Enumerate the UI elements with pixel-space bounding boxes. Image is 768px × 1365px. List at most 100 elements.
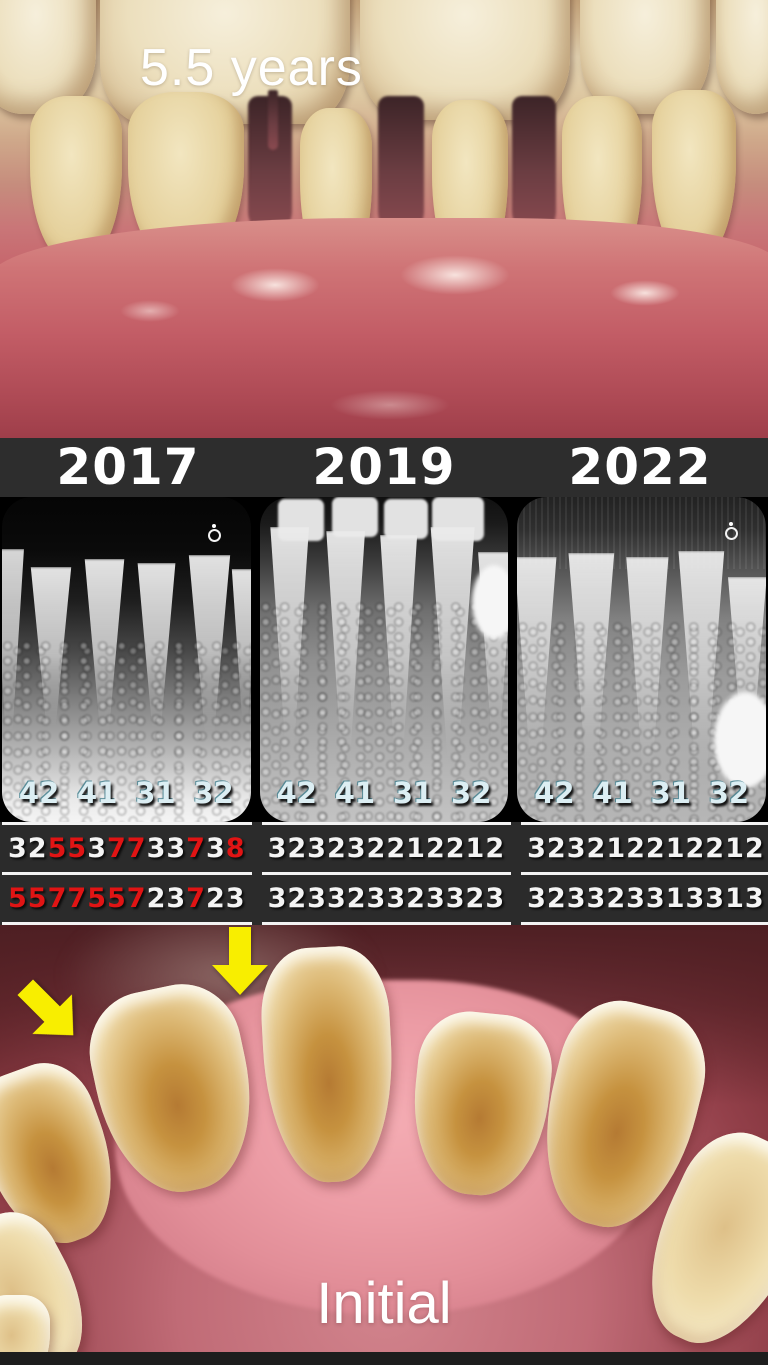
probing-depth-digit: 2 bbox=[425, 833, 446, 864]
probing-depth-value: 212 bbox=[386, 833, 445, 864]
probing-depth-digit: 1 bbox=[665, 883, 686, 914]
probing-depth-digit: 2 bbox=[366, 833, 387, 864]
probing-depth-digit: 5 bbox=[106, 883, 127, 914]
radiograph-2022: 42 41 31 32 bbox=[517, 497, 767, 822]
xray-orientation-icon bbox=[207, 524, 221, 542]
probing-depth-digit: 2 bbox=[546, 883, 567, 914]
probing-depth-digit: 3 bbox=[566, 883, 587, 914]
bottom-border-bar bbox=[0, 1352, 768, 1365]
probing-column-2019: 323 232 212 212 323 323 323 323 bbox=[261, 822, 512, 925]
probing-depth-digit: 2 bbox=[445, 833, 466, 864]
probing-depth-digit: 3 bbox=[87, 833, 107, 864]
arrow-head bbox=[212, 965, 268, 995]
tooth-number-label: 42 bbox=[18, 776, 60, 810]
gingiva bbox=[0, 218, 768, 438]
probing-depth-digit: 3 bbox=[205, 833, 226, 864]
probing-depth-digit: 7 bbox=[126, 883, 147, 914]
probing-depth-digit: 3 bbox=[307, 833, 327, 864]
upper-tooth-shape bbox=[0, 0, 96, 114]
year-cell: 2019 bbox=[256, 438, 512, 497]
radiograph-row: 42 41 31 32 42 41 31 32 42 41 31 32 bbox=[0, 497, 768, 822]
probing-depth-digit: 3 bbox=[267, 833, 288, 864]
probing-depth-digit: 1 bbox=[665, 833, 686, 864]
probing-depth-digit: 1 bbox=[725, 883, 745, 914]
row-divider bbox=[261, 872, 512, 875]
probing-depth-value: 212 bbox=[646, 833, 705, 864]
probing-depth-value: 212 bbox=[705, 833, 764, 864]
interdental-gap bbox=[268, 90, 278, 150]
initial-caption: Initial bbox=[316, 1271, 452, 1336]
probing-depth-digit: 3 bbox=[425, 883, 446, 914]
probing-depth-value: 313 bbox=[646, 883, 705, 914]
probing-column-2022: 323 212 212 212 323 323 313 313 bbox=[521, 822, 768, 925]
probing-depth-digit: 3 bbox=[626, 883, 646, 914]
tooth-number-label: 32 bbox=[193, 776, 234, 810]
probing-depth-value: 537 bbox=[67, 833, 126, 864]
probing-depth-digit: 7 bbox=[47, 883, 68, 914]
probing-depth-digit: 3 bbox=[166, 833, 187, 864]
tooth-number-label: 31 bbox=[135, 776, 176, 810]
gum-highlight bbox=[230, 268, 320, 302]
year-label-2022: 2022 bbox=[568, 438, 712, 496]
probing-depth-digit: 2 bbox=[326, 833, 347, 864]
probing-depth-digit: 2 bbox=[485, 833, 506, 864]
gum-highlight bbox=[610, 280, 680, 306]
tooth-number-label: 41 bbox=[77, 776, 118, 810]
probing-depth-digit: 5 bbox=[87, 883, 107, 914]
probing-depth-value: 323 bbox=[268, 883, 327, 914]
probing-depth-digit: 7 bbox=[106, 833, 127, 864]
probing-depth-digit: 2 bbox=[287, 833, 308, 864]
probing-row-2: 323 323 313 313 bbox=[521, 875, 768, 922]
probing-depth-digit: 1 bbox=[406, 833, 426, 864]
probing-depth-digit: 2 bbox=[287, 883, 308, 914]
tooth-number-label: 31 bbox=[392, 776, 434, 810]
probing-depth-digit: 1 bbox=[465, 833, 486, 864]
probing-depth-digit: 3 bbox=[566, 833, 587, 864]
probing-row-1: 325 537 733 738 bbox=[2, 825, 252, 872]
probing-row-2: 323 323 323 323 bbox=[262, 875, 512, 922]
probing-depth-digit: 2 bbox=[465, 883, 486, 914]
probing-depth-digit: 1 bbox=[725, 833, 745, 864]
tooth-crown-shape bbox=[331, 497, 378, 537]
probing-depth-digit: 2 bbox=[406, 883, 426, 914]
probing-depth-value: 323 bbox=[527, 883, 586, 914]
radiograph-2017: 42 41 31 32 bbox=[2, 497, 251, 822]
probing-column-2017: 325 537 733 738 557 755 723 723 bbox=[2, 822, 252, 925]
upper-tooth-shape bbox=[716, 0, 768, 114]
tooth-number-label: 42 bbox=[276, 776, 317, 810]
probing-depth-digit: 5 bbox=[67, 833, 88, 864]
probing-depth-value: 723 bbox=[127, 883, 186, 914]
probing-depth-table: 325 537 733 738 557 755 723 723 323 232 212 212 3… bbox=[0, 822, 768, 925]
probing-depth-value: 723 bbox=[186, 883, 245, 914]
probing-depth-digit: 2 bbox=[685, 833, 706, 864]
probing-depth-digit: 7 bbox=[67, 883, 88, 914]
probing-depth-digit: 3 bbox=[366, 883, 387, 914]
probing-depth-digit: 2 bbox=[27, 833, 48, 864]
probing-depth-value: 323 bbox=[527, 833, 586, 864]
tooth-number-label: 31 bbox=[650, 776, 691, 810]
probing-depth-digit: 3 bbox=[166, 883, 187, 914]
tooth-shape-corner bbox=[0, 1295, 50, 1352]
probing-depth-digit: 3 bbox=[326, 883, 347, 914]
probing-depth-digit: 3 bbox=[586, 883, 607, 914]
radiograph-2019: 42 41 31 32 bbox=[259, 497, 509, 822]
probing-depth-digit: 3 bbox=[445, 883, 466, 914]
row-divider bbox=[2, 872, 252, 875]
probing-depth-value: 557 bbox=[8, 883, 67, 914]
probing-depth-value: 323 bbox=[587, 883, 646, 914]
probing-depth-digit: 3 bbox=[744, 883, 765, 914]
probing-depth-value: 323 bbox=[386, 883, 445, 914]
probing-depth-digit: 2 bbox=[645, 833, 666, 864]
probing-depth-value: 323 bbox=[446, 883, 505, 914]
gum-highlight bbox=[120, 300, 180, 322]
arrow-shaft bbox=[229, 927, 251, 967]
probing-depth-digit: 2 bbox=[386, 833, 407, 864]
probing-depth-value: 738 bbox=[186, 833, 245, 864]
probing-depth-digit: 3 bbox=[527, 833, 547, 864]
probing-depth-digit: 3 bbox=[386, 883, 407, 914]
probing-depth-digit: 3 bbox=[267, 883, 288, 914]
probing-depth-value: 212 bbox=[446, 833, 505, 864]
probing-depth-digit: 3 bbox=[685, 883, 706, 914]
probing-depth-value: 323 bbox=[268, 833, 327, 864]
